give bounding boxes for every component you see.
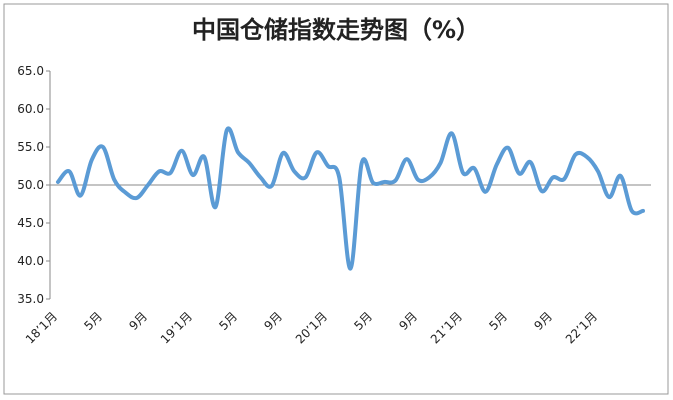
data-line [56,126,645,271]
y-tick-label: 65.0 [17,64,44,78]
y-tick-label: 60.0 [17,102,44,116]
y-tick-label: 45.0 [17,216,44,230]
chart-title: 中国仓储指数走势图（%） [192,16,480,44]
y-tick-label: 35.0 [17,292,44,306]
y-tick-label: 55.0 [17,140,44,154]
y-tick-label: 50.0 [17,178,44,192]
y-tick-label: 40.0 [17,254,44,268]
chart-frame [3,3,669,395]
